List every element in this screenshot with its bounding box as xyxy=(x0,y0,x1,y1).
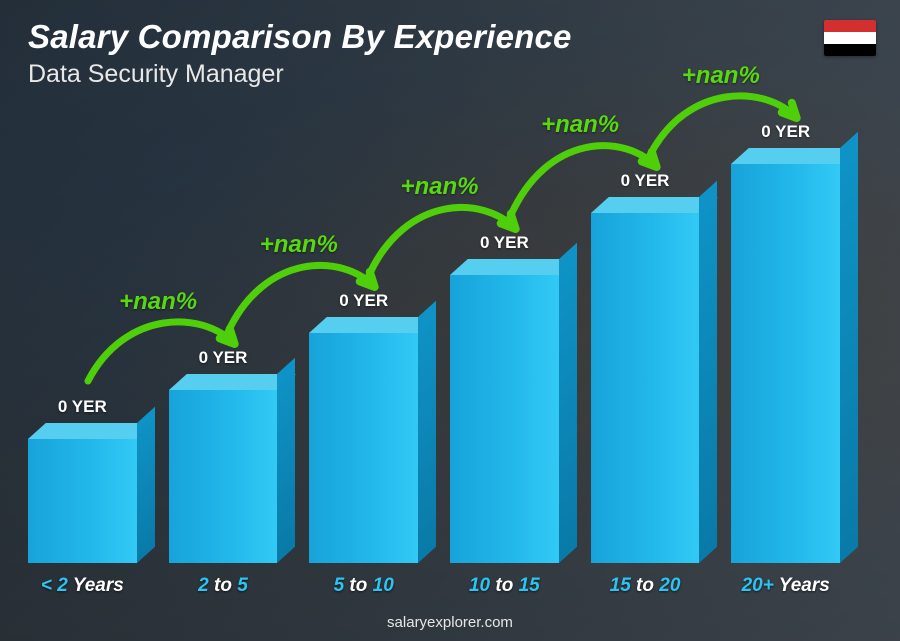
bar-value-label: 0 YER xyxy=(761,122,810,142)
bar-top-face xyxy=(309,317,435,333)
bar-side-face xyxy=(840,132,858,563)
bar-slot: 0 YER2 to 5 xyxy=(169,120,278,563)
bar-side-face xyxy=(699,181,717,563)
delta-label: +nan% xyxy=(260,231,338,259)
bar-value-label: 0 YER xyxy=(621,171,670,191)
bar-category-label: 5 to 10 xyxy=(334,575,394,597)
flag-stripe-3 xyxy=(824,44,876,56)
bar xyxy=(731,164,840,563)
bar xyxy=(28,439,137,563)
bar-front xyxy=(591,213,700,563)
bar-front xyxy=(309,333,418,563)
bar-category-label: 15 to 20 xyxy=(610,575,681,597)
bar-top-face xyxy=(731,148,857,164)
bar-value-label: 0 YER xyxy=(58,397,107,417)
delta-label: +nan% xyxy=(400,173,478,201)
country-flag-yemen xyxy=(824,20,876,56)
bar-front xyxy=(169,390,278,563)
bar xyxy=(169,390,278,563)
bar-value-label: 0 YER xyxy=(339,291,388,311)
footer-credit: salaryexplorer.com xyxy=(0,614,900,631)
bar-slot: 0 YER20+ Years xyxy=(731,120,840,563)
flag-stripe-2 xyxy=(824,32,876,44)
bar-top-face xyxy=(28,423,154,439)
bar xyxy=(591,213,700,563)
delta-label: +nan% xyxy=(682,62,760,90)
flag-stripe-1 xyxy=(824,20,876,32)
bar-chart: 0 YER< 2 Years0 YER2 to 50 YER5 to 100 Y… xyxy=(28,120,840,563)
bar-side-face xyxy=(277,358,295,563)
bar-front xyxy=(731,164,840,563)
page-title: Salary Comparison By Experience xyxy=(28,18,572,56)
bar-category-label: 20+ Years xyxy=(742,575,830,597)
delta-label: +nan% xyxy=(541,111,619,139)
bar-front xyxy=(28,439,137,563)
bar-value-label: 0 YER xyxy=(199,348,248,368)
bar-front xyxy=(450,275,559,563)
bar-category-label: 10 to 15 xyxy=(469,575,540,597)
title-block: Salary Comparison By Experience Data Sec… xyxy=(28,18,572,89)
bar-slot: 0 YER< 2 Years xyxy=(28,120,137,563)
bar xyxy=(309,333,418,563)
bar-category-label: 2 to 5 xyxy=(198,575,248,597)
bar-category-label: < 2 Years xyxy=(41,575,124,597)
bar-side-face xyxy=(559,243,577,563)
bar-side-face xyxy=(418,301,436,563)
bar-top-face xyxy=(450,259,576,275)
bar-slot: 0 YER15 to 20 xyxy=(591,120,700,563)
bar xyxy=(450,275,559,563)
bar-side-face xyxy=(137,407,155,563)
page-subtitle: Data Security Manager xyxy=(28,60,572,89)
bar-value-label: 0 YER xyxy=(480,233,529,253)
delta-label: +nan% xyxy=(119,288,197,316)
